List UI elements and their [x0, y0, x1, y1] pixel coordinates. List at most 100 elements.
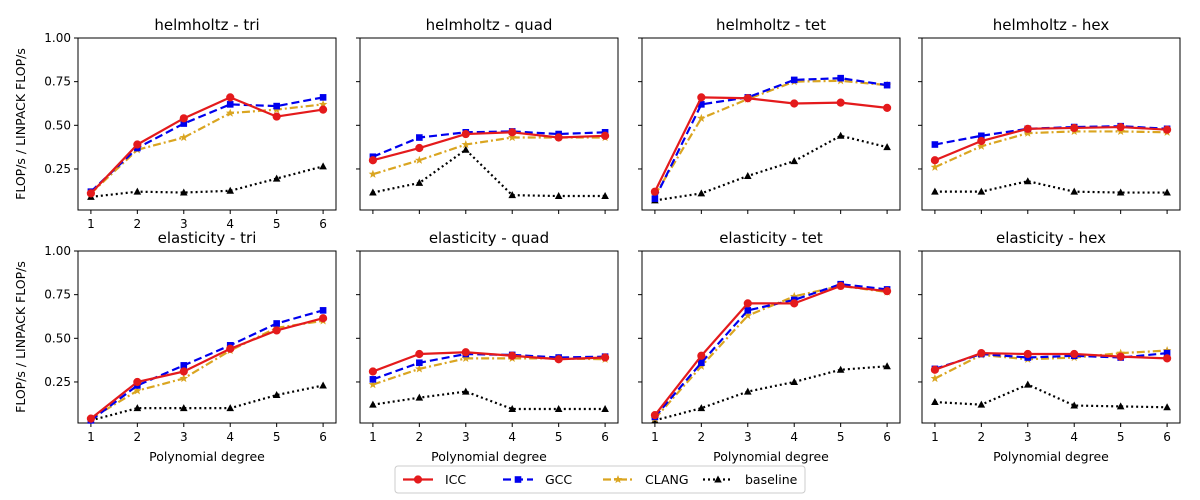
subplot-3: helmholtz - tet [638, 16, 901, 214]
subplot-title: helmholtz - quad [426, 16, 553, 34]
data-point [133, 377, 142, 387]
x-tick-label: 6 [601, 430, 609, 444]
data-point [930, 156, 940, 165]
series-clang [930, 126, 1172, 171]
series-line [372, 352, 606, 381]
data-point [930, 365, 940, 374]
legend-entry-clang: CLANG [603, 472, 689, 487]
data-point [743, 299, 752, 308]
data-point [180, 120, 188, 127]
series-line [372, 390, 606, 411]
data-point [883, 103, 892, 112]
series-clang [650, 76, 892, 199]
data-point [507, 133, 517, 142]
data-point [554, 405, 563, 413]
y-tick-label: 0.75 [44, 75, 71, 89]
y-axis-label: FLOP/s / LINPACK FLOP/s [13, 48, 28, 200]
series-line [654, 134, 888, 202]
data-point [931, 141, 939, 148]
data-point [272, 391, 281, 399]
data-point [743, 171, 752, 179]
data-point [368, 367, 377, 376]
series-line [90, 165, 324, 198]
data-point [1023, 349, 1032, 359]
series-baseline [369, 387, 609, 413]
data-point [883, 287, 892, 296]
series-icc [368, 128, 610, 165]
data-point [601, 353, 610, 362]
series-line [90, 317, 324, 420]
data-point [179, 367, 188, 376]
x-tick-label: 4 [1070, 430, 1078, 444]
axes-frame [641, 37, 901, 211]
data-point [179, 373, 189, 383]
data-point [226, 101, 234, 108]
data-point [836, 365, 845, 373]
data-point [1163, 349, 1171, 357]
data-point [319, 94, 327, 101]
x-tick-label: 6 [883, 430, 891, 444]
series-icc [86, 314, 328, 423]
series-line [934, 130, 1168, 169]
data-point [698, 101, 705, 108]
series-line [90, 384, 324, 422]
data-point [883, 362, 891, 370]
data-point [415, 155, 424, 164]
data-point [697, 189, 706, 197]
x-tick-label: 1 [87, 217, 95, 231]
data-point [1070, 187, 1079, 195]
data-point [273, 102, 280, 110]
data-point [369, 188, 377, 196]
x-tick-label: 1 [931, 430, 939, 444]
x-tick-label: 3 [744, 430, 752, 444]
data-point [368, 156, 377, 165]
data-point [508, 351, 517, 360]
data-point [319, 314, 328, 323]
x-tick-label: 2 [416, 430, 424, 444]
data-point [226, 344, 235, 353]
data-point [1070, 401, 1079, 409]
legend-label: GCC [545, 472, 572, 487]
data-point [1163, 403, 1171, 411]
data-point [1023, 124, 1032, 133]
legend-box [394, 465, 806, 494]
legend-marker [413, 475, 423, 484]
data-point [508, 191, 517, 199]
data-point [697, 404, 706, 412]
data-point [930, 373, 940, 383]
data-point [601, 131, 610, 140]
series-line [934, 383, 1168, 409]
legend: ICC GCC CLANG baseline [394, 465, 806, 494]
data-point [1116, 352, 1125, 361]
x-tick-label: 3 [180, 430, 188, 444]
series-line [934, 349, 1168, 380]
x-tick-label: 4 [508, 430, 516, 444]
x-axis-label: Polynomial degree [713, 449, 829, 464]
data-point [1163, 188, 1171, 196]
series-line [653, 77, 888, 200]
data-point [1023, 380, 1032, 388]
series-line [90, 96, 324, 195]
data-point [180, 362, 188, 369]
x-tick-label: 6 [1163, 430, 1171, 444]
data-point [743, 311, 753, 320]
y-tick-label: 0.25 [44, 375, 71, 389]
series-line [372, 130, 606, 158]
data-point [1070, 123, 1079, 133]
subplot-title: elasticity - quad [429, 229, 549, 247]
series-line [654, 365, 888, 422]
data-point [415, 364, 424, 373]
series-gcc [651, 74, 891, 202]
data-point [179, 114, 188, 123]
subplot-8: elasticity - hex 1 2 3 4 5 6 Polynomial degree [918, 229, 1181, 464]
axes-frame [77, 37, 337, 211]
series-baseline [87, 381, 327, 424]
series-line [934, 352, 1168, 371]
data-point [133, 386, 142, 395]
series-line [90, 96, 324, 193]
series-icc [930, 122, 1172, 165]
data-point [415, 393, 424, 401]
y-tick-label: 0.50 [44, 118, 71, 132]
legend-entry-icc: ICC [403, 472, 466, 487]
